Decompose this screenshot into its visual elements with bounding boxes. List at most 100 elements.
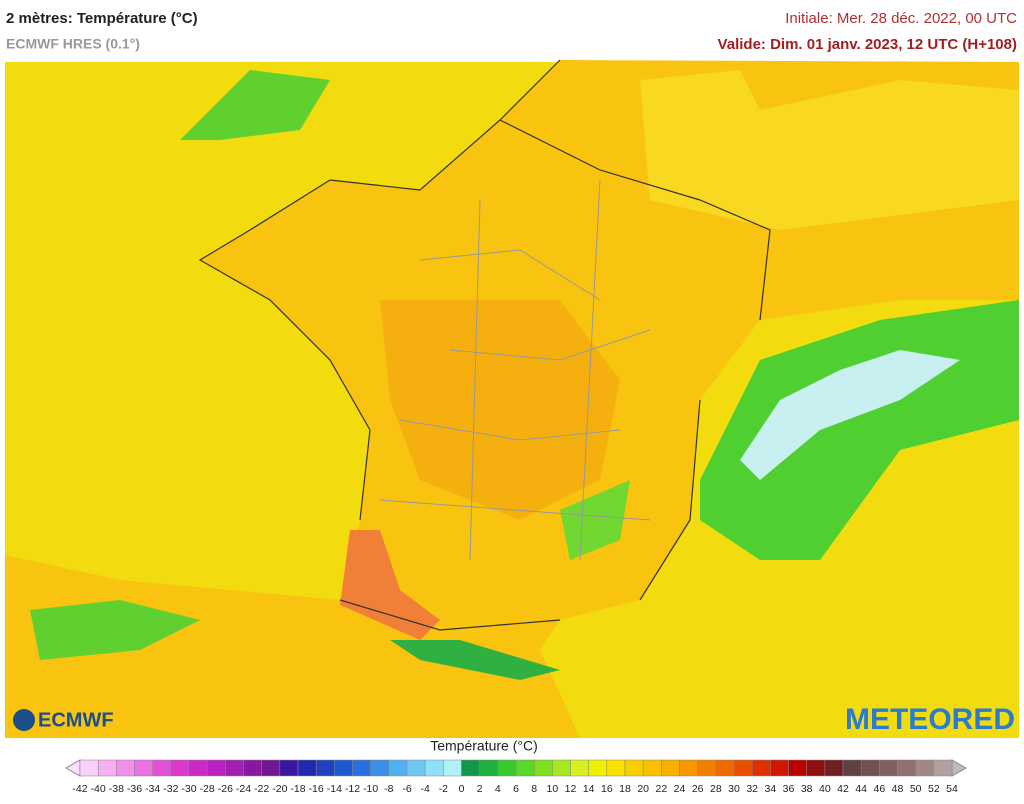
colorbar-cell	[642, 759, 662, 777]
valid-time: Valide: Dim. 01 janv. 2023, 12 UTC (H+10…	[718, 36, 1017, 53]
colorbar-label: -40	[91, 783, 106, 795]
colorbar-label: 24	[674, 783, 686, 795]
colorbar-label: 4	[495, 783, 501, 795]
colorbar-label: 50	[910, 783, 922, 795]
colorbar-label: -28	[200, 783, 215, 795]
ecmwf-logo: ECMWF	[13, 709, 114, 731]
colorbar-label: 28	[710, 783, 722, 795]
colorbar-label: 46	[873, 783, 885, 795]
colorbar-cell	[497, 759, 517, 777]
colorbar-cell	[315, 759, 335, 777]
colorbar-label: 36	[783, 783, 795, 795]
colorbar-label: 10	[546, 783, 558, 795]
initial-time: Initiale: Mer. 28 déc. 2022, 00 UTC	[785, 10, 1017, 27]
colorbar-cell	[152, 759, 172, 777]
meteored-logo: METEORED	[845, 703, 1015, 736]
colorbar-label: -8	[384, 783, 393, 795]
colorbar-label: -34	[145, 783, 160, 795]
pyrenees	[390, 640, 560, 680]
colorbar-cell	[443, 759, 462, 777]
colorbar-low-arrow	[64, 759, 81, 777]
colorbar-cell	[370, 759, 390, 777]
colorbar-label: -12	[345, 783, 360, 795]
colorbar-cell	[424, 759, 444, 777]
colorbar-label: -36	[127, 783, 142, 795]
colorbar-label: 2	[477, 783, 483, 795]
colorbar-label: -38	[109, 783, 124, 795]
colorbar-cell	[97, 759, 117, 777]
colorbar-cell	[243, 759, 262, 777]
colorbar-label: 12	[565, 783, 577, 795]
colorbar-label: 30	[728, 783, 740, 795]
colorbar-label: 0	[459, 783, 465, 795]
colorbar-cell	[188, 759, 208, 777]
colorbar-label: -30	[181, 783, 196, 795]
colorbar-label: 6	[513, 783, 519, 795]
colorbar-cell	[515, 759, 535, 777]
colorbar-label: 42	[837, 783, 849, 795]
colorbar-label: 26	[692, 783, 704, 795]
colorbar-cell	[297, 759, 317, 777]
colorbar: -42 -40 -38 -36 -34 -32 -30 -28 -26 -24 -22 -20 -18-…	[64, 759, 968, 795]
borders	[379, 179, 651, 561]
alps-snow	[740, 350, 960, 480]
colorbar-cell	[788, 759, 807, 777]
colorbar-cell	[879, 759, 898, 777]
colorbar-cell	[751, 759, 771, 777]
cantabria	[30, 600, 200, 660]
colorbar-label: 48	[892, 783, 904, 795]
colorbar-label: -26	[218, 783, 233, 795]
colorbar-label: 32	[746, 783, 758, 795]
colorbar-label: 38	[801, 783, 813, 795]
colorbar-label: 18	[619, 783, 631, 795]
colorbar-cell	[624, 759, 644, 777]
ecmwf-text: ECMWF	[38, 709, 114, 731]
north-land	[640, 70, 1019, 230]
hot-area	[340, 530, 440, 640]
colorbar-label: -42	[72, 783, 87, 795]
colorbar-label: -2	[439, 783, 448, 795]
colorbar-label: 22	[655, 783, 667, 795]
colorbar-cell	[733, 759, 753, 777]
colorbar-cell	[933, 759, 953, 777]
colorbar-label: 34	[764, 783, 776, 795]
colorbar-cell	[533, 759, 553, 777]
colorbar-high-arrow	[951, 759, 968, 777]
colorbar-label: 20	[637, 783, 649, 795]
colorbar-cell	[279, 759, 299, 777]
colorbar-cell	[225, 759, 244, 777]
colorbar-cell	[860, 759, 880, 777]
warm-area	[380, 300, 620, 520]
coastlines	[198, 59, 771, 631]
colorbar-cell	[261, 759, 281, 777]
colorbar-label: -4	[420, 783, 429, 795]
colorbar-cell	[406, 759, 426, 777]
colorbar-cell	[134, 759, 153, 777]
colorbar-label: -18	[290, 783, 305, 795]
colorbar-cell	[661, 759, 680, 777]
colorbar-label: 16	[601, 783, 613, 795]
colorbar-label: -16	[309, 783, 324, 795]
legend-title: Température (°C)	[430, 738, 538, 754]
colorbar-cell	[170, 759, 190, 777]
colorbar-cell	[842, 759, 862, 777]
colorbar-cell	[334, 759, 353, 777]
colorbar-label: -14	[327, 783, 342, 795]
colorbar-cell	[606, 759, 626, 777]
colorbar-cell	[388, 759, 408, 777]
colorbar-label: 8	[531, 783, 537, 795]
colorbar-label: 44	[855, 783, 867, 795]
subtitle: ECMWF HRES (0.1°)	[6, 36, 140, 52]
colorbar-cell	[461, 759, 480, 777]
colorbar-cell	[697, 759, 717, 777]
colorbar-cell	[206, 759, 226, 777]
colorbar-cell	[79, 759, 99, 777]
colorbar-label: -10	[363, 783, 378, 795]
colorbar-cell	[897, 759, 916, 777]
colorbar-label: 54	[946, 783, 958, 795]
colorbar-cell	[770, 759, 789, 777]
map	[5, 59, 1019, 738]
colorbar-cell	[588, 759, 608, 777]
